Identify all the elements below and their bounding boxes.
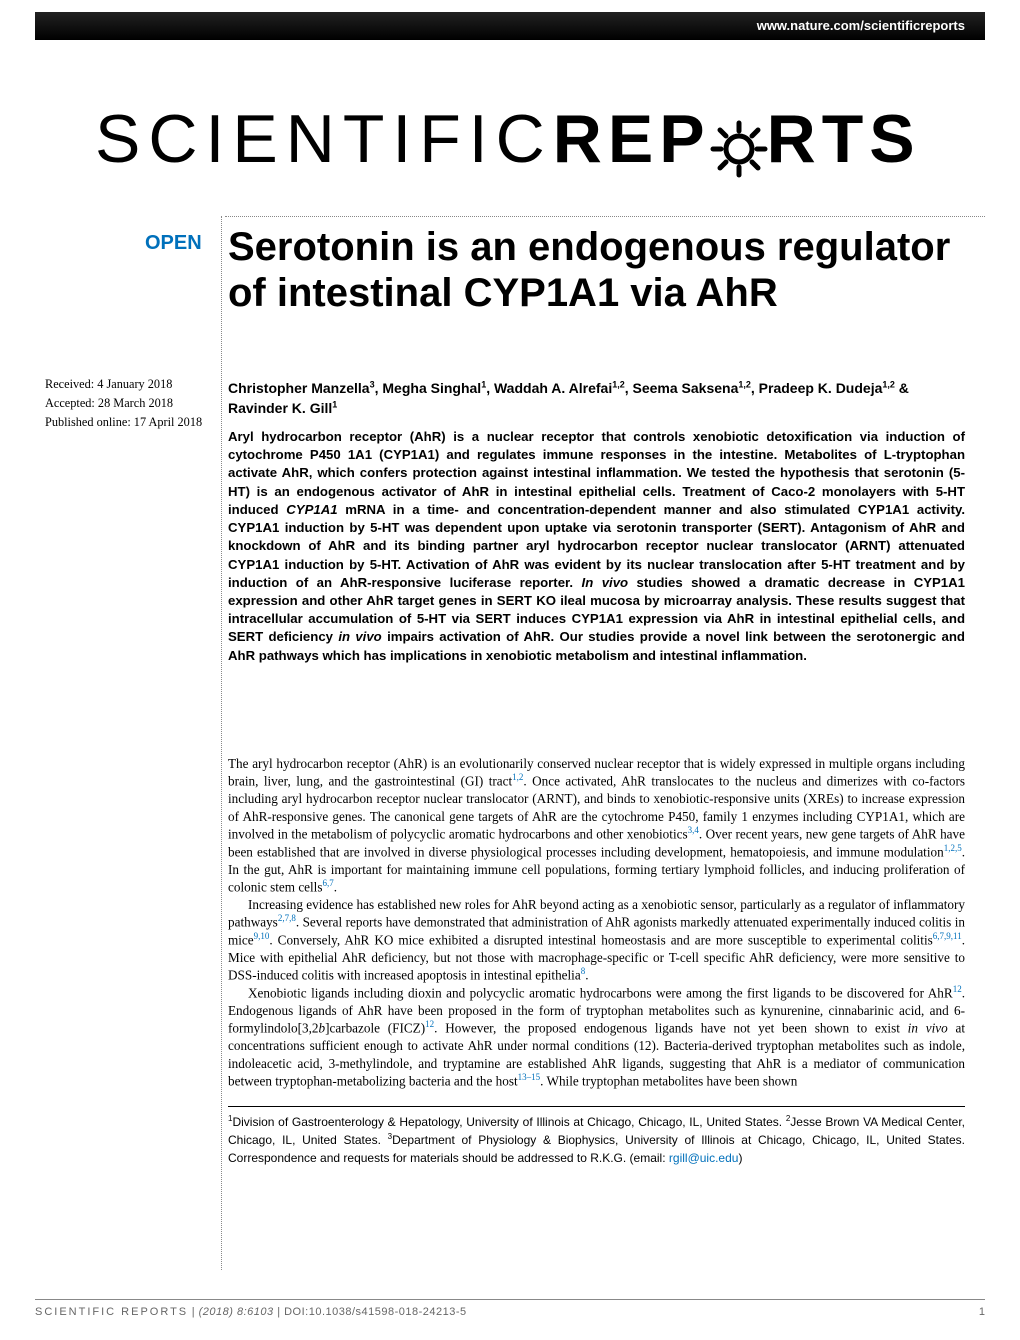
accepted-date: Accepted: 28 March 2018 bbox=[45, 394, 215, 413]
affiliations: 1Division of Gastroenterology & Hepatolo… bbox=[228, 1113, 965, 1167]
body-text: The aryl hydrocarbon receptor (AhR) is a… bbox=[228, 755, 965, 1167]
journal-logo: SCIENTIFIC REP RTS bbox=[95, 100, 985, 178]
author-list: Christopher Manzella3, Megha Singhal1, W… bbox=[228, 378, 965, 419]
header-bar: www.nature.com/scientificreports bbox=[35, 12, 985, 40]
logo-text-2: REP bbox=[553, 100, 711, 178]
body-p2: Increasing evidence has established new … bbox=[228, 896, 965, 984]
logo-text-3: RTS bbox=[767, 100, 921, 178]
horizontal-divider bbox=[225, 216, 985, 217]
page-footer: SCIENTIFIC REPORTS | (2018) 8:6103 | DOI… bbox=[35, 1299, 985, 1318]
body-p1: The aryl hydrocarbon receptor (AhR) is a… bbox=[228, 755, 965, 896]
abstract: Aryl hydrocarbon receptor (AhR) is a nuc… bbox=[228, 428, 965, 665]
footer-citation: SCIENTIFIC REPORTS | (2018) 8:6103 | DOI… bbox=[35, 1306, 467, 1318]
vertical-divider bbox=[221, 216, 222, 1270]
footer-page-number: 1 bbox=[979, 1306, 985, 1318]
open-access-badge: OPEN bbox=[145, 232, 202, 255]
received-date: Received: 4 January 2018 bbox=[45, 375, 215, 394]
header-url[interactable]: www.nature.com/scientificreports bbox=[757, 18, 965, 33]
publication-dates: Received: 4 January 2018 Accepted: 28 Ma… bbox=[45, 375, 215, 432]
affiliation-separator bbox=[228, 1106, 965, 1107]
gear-icon bbox=[709, 117, 769, 177]
article-title: Serotonin is an endogenous regulator of … bbox=[228, 224, 965, 316]
published-date: Published online: 17 April 2018 bbox=[45, 413, 215, 432]
logo-text-1: SCIENTIFIC bbox=[95, 100, 553, 178]
body-p3: Xenobiotic ligands including dioxin and … bbox=[228, 984, 965, 1090]
